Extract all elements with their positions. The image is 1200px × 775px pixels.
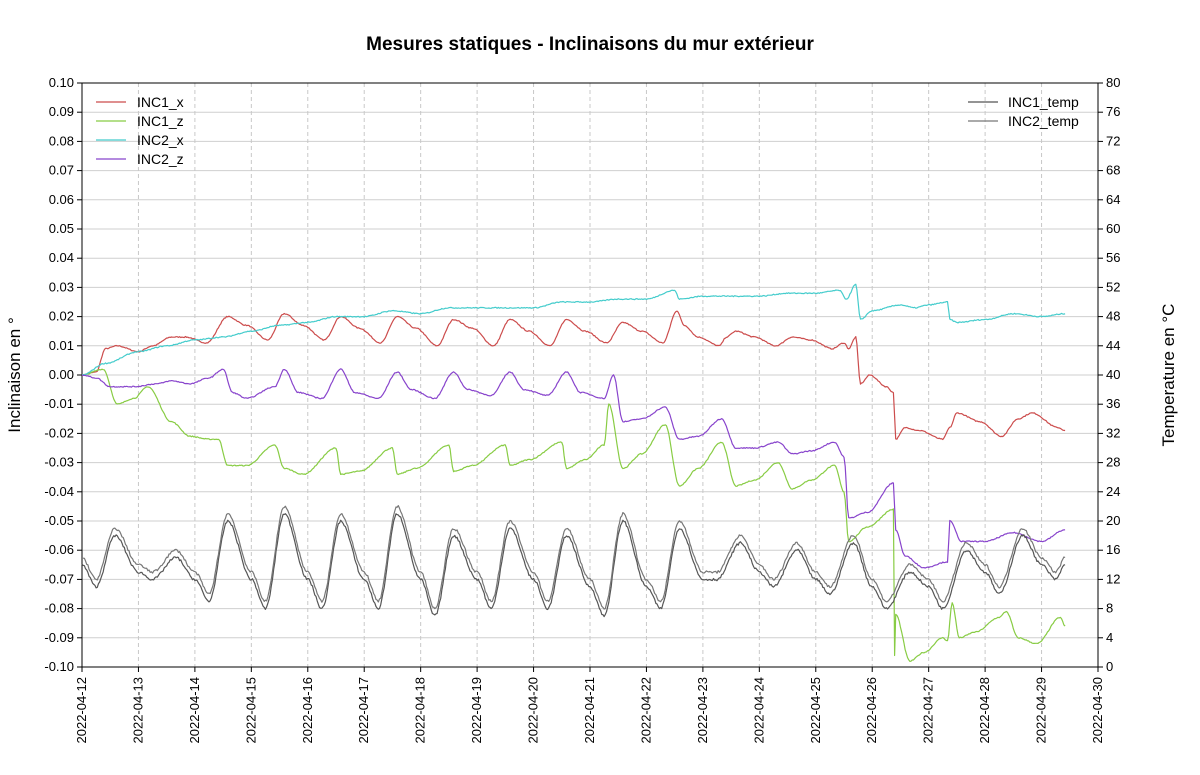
axes-layer: 0.10 0.09 0.08 0.07 0.06 0.05 0.04 0.03 0.02 0.01… bbox=[44, 75, 1120, 744]
series-line-inc2-z bbox=[81, 368, 1066, 569]
x-tick-label: 2022-04-24 bbox=[751, 677, 766, 744]
x-tick-label: 2022-04-17 bbox=[356, 677, 371, 744]
y-tick-label: 0.01 bbox=[49, 338, 74, 353]
x-tick-label: 2022-04-23 bbox=[695, 677, 710, 744]
y2-tick-label: 76 bbox=[1106, 104, 1120, 119]
y-tick-label: 0.08 bbox=[49, 133, 74, 148]
x-tick-label: 2022-04-28 bbox=[977, 677, 992, 744]
y2-tick-label: 80 bbox=[1106, 75, 1120, 90]
x-tick-label: 2022-04-15 bbox=[243, 677, 258, 744]
x-tick-label: 2022-04-19 bbox=[469, 677, 484, 744]
y2-tick-label: 72 bbox=[1106, 133, 1120, 148]
y-tick-label: -0.05 bbox=[44, 513, 74, 528]
y2-tick-label: 52 bbox=[1106, 279, 1120, 294]
y2-tick-label: 16 bbox=[1106, 542, 1120, 557]
legend-label: INC1_temp bbox=[1008, 94, 1079, 110]
y-tick-label: -0.10 bbox=[44, 659, 74, 674]
y-tick-label: 0.05 bbox=[49, 221, 74, 236]
y-tick-label: -0.01 bbox=[44, 396, 74, 411]
x-tick-label: 2022-04-13 bbox=[130, 677, 145, 744]
legend-right: INC1_temp INC2_temp bbox=[968, 94, 1079, 129]
y2-tick-label: 36 bbox=[1106, 396, 1120, 411]
series-layer bbox=[81, 283, 1066, 662]
y2-tick-label: 4 bbox=[1106, 630, 1113, 645]
y2-tick-label: 44 bbox=[1106, 338, 1120, 353]
y2-tick-label: 0 bbox=[1106, 659, 1113, 674]
y-tick-label: -0.08 bbox=[44, 601, 74, 616]
y2-tick-label: 12 bbox=[1106, 571, 1120, 586]
y-tick-label: 0.09 bbox=[49, 104, 74, 119]
y-tick-label: 0.06 bbox=[49, 192, 74, 207]
x-tick-label: 2022-04-21 bbox=[582, 677, 597, 744]
y2-tick-label: 20 bbox=[1106, 513, 1120, 528]
legend-label: INC1_x bbox=[137, 94, 184, 110]
x-tick-label: 2022-04-29 bbox=[1034, 677, 1049, 744]
x-tick-label: 2022-04-26 bbox=[864, 677, 879, 744]
y2-axis-title: Temperature en °C bbox=[1159, 304, 1178, 447]
y2-tick-label: 40 bbox=[1106, 367, 1120, 382]
y-tick-label: 0.00 bbox=[49, 367, 74, 382]
legend-label: INC2_x bbox=[137, 132, 184, 148]
y2-tick-label: 28 bbox=[1106, 455, 1120, 470]
series-line-inc2-x bbox=[81, 283, 1066, 376]
series-line-inc2-temp bbox=[81, 505, 1066, 610]
x-tick-label: 2022-04-14 bbox=[187, 677, 202, 744]
series-line-inc1-x bbox=[81, 310, 1066, 441]
y-tick-label: -0.03 bbox=[44, 455, 74, 470]
x-tick-label: 2022-04-27 bbox=[921, 677, 936, 744]
x-tick-label: 2022-04-16 bbox=[300, 677, 315, 744]
y-tick-label: 0.03 bbox=[49, 279, 74, 294]
y-axis-title: Inclinaison en ° bbox=[5, 317, 24, 432]
x-tick-label: 2022-04-22 bbox=[638, 677, 653, 744]
y2-tick-label: 32 bbox=[1106, 425, 1120, 440]
legend-left: INC1_x INC1_z INC2_x INC2_z bbox=[96, 94, 184, 167]
y-tick-label: 0.10 bbox=[49, 75, 74, 90]
legend-label: INC2_temp bbox=[1008, 113, 1079, 129]
y2-tick-label: 56 bbox=[1106, 250, 1120, 265]
y-tick-label: -0.04 bbox=[44, 484, 74, 499]
y-tick-label: -0.06 bbox=[44, 542, 74, 557]
series-line-inc1-z bbox=[81, 368, 1066, 662]
y-tick-label: 0.02 bbox=[49, 309, 74, 324]
y2-tick-label: 64 bbox=[1106, 192, 1120, 207]
y-tick-label: -0.02 bbox=[44, 425, 74, 440]
x-tick-label: 2022-04-30 bbox=[1090, 677, 1105, 744]
y2-tick-label: 24 bbox=[1106, 484, 1120, 499]
x-tick-label: 2022-04-25 bbox=[808, 677, 823, 744]
y-tick-label: -0.09 bbox=[44, 630, 74, 645]
legend-label: INC1_z bbox=[137, 113, 184, 129]
x-tick-label: 2022-04-12 bbox=[74, 677, 89, 744]
y-tick-label: 0.07 bbox=[49, 163, 74, 178]
series-line-inc1-temp bbox=[81, 513, 1066, 618]
y2-tick-label: 60 bbox=[1106, 221, 1120, 236]
y2-tick-label: 68 bbox=[1106, 163, 1120, 178]
x-tick-label: 2022-04-18 bbox=[413, 677, 428, 744]
y-tick-label: 0.04 bbox=[49, 250, 74, 265]
legend-label: INC2_z bbox=[137, 151, 184, 167]
y2-tick-label: 8 bbox=[1106, 601, 1113, 616]
x-tick-label: 2022-04-20 bbox=[526, 677, 541, 744]
y2-tick-label: 48 bbox=[1106, 309, 1120, 324]
y-tick-label: -0.07 bbox=[44, 571, 74, 586]
chart-title: Mesures statiques - Inclinaisons du mur … bbox=[366, 34, 814, 55]
